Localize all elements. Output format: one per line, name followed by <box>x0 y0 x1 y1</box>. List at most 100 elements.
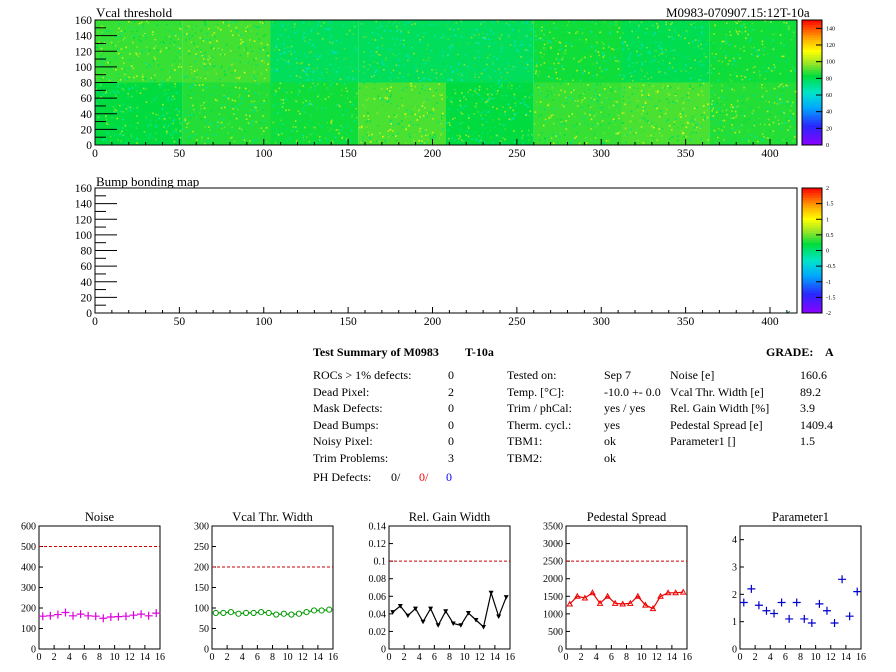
pixel-mark <box>196 76 198 78</box>
pixel-mark <box>448 137 450 140</box>
pixel-mark <box>730 34 732 36</box>
pixel-mark <box>459 136 462 138</box>
pixel-mark <box>447 129 449 131</box>
pixel-mark <box>736 75 738 78</box>
pixel-mark <box>590 55 592 58</box>
pixel-mark <box>670 23 672 26</box>
pixel-mark <box>520 137 523 140</box>
pixel-mark <box>782 85 785 88</box>
pixel-mark <box>705 43 707 46</box>
pixel-mark <box>262 130 265 132</box>
pixel-mark <box>645 104 648 106</box>
pixel-mark <box>565 29 568 31</box>
pixel-mark <box>726 40 728 43</box>
pixel-mark <box>218 109 220 111</box>
defect-label: Mask Defects: <box>313 401 383 415</box>
pixel-mark <box>725 98 728 101</box>
pixel-mark <box>654 105 657 107</box>
panel-rel-gain-width: Rel. Gain Width00.020.040.060.080.10.120… <box>369 510 516 663</box>
pixel-mark <box>250 29 253 32</box>
pixel-mark <box>718 60 720 62</box>
pixel-mark <box>564 52 566 55</box>
pixel-mark <box>791 118 794 121</box>
pixel-mark <box>312 104 314 106</box>
pixel-mark <box>535 62 538 64</box>
pixel-mark <box>322 126 325 128</box>
pixel-mark <box>124 83 127 85</box>
pixel-mark <box>388 21 390 23</box>
pixel-mark <box>739 44 741 46</box>
pixel-mark <box>522 98 525 100</box>
pixel-mark <box>562 70 564 73</box>
pixel-mark <box>243 139 246 141</box>
pixel-mark <box>615 104 617 107</box>
pixel-mark <box>742 95 744 97</box>
pixel-mark <box>300 37 303 39</box>
pixel-mark <box>753 94 756 97</box>
pixel-mark <box>281 100 283 102</box>
pixel-mark <box>360 141 363 144</box>
data-point <box>604 592 611 599</box>
pixel-mark <box>460 106 463 108</box>
pixel-mark <box>454 88 456 91</box>
pixel-mark <box>186 33 188 35</box>
pixel-mark <box>555 73 557 76</box>
x-tick-label: 6 <box>609 652 614 663</box>
pixel-mark <box>761 84 763 86</box>
pixel-mark <box>500 50 503 53</box>
pixel-mark <box>394 21 396 23</box>
pixel-mark <box>615 121 618 124</box>
pixel-mark <box>758 122 761 124</box>
pixel-mark <box>721 129 723 132</box>
pixel-mark <box>274 134 276 137</box>
pixel-mark <box>656 139 658 142</box>
pixel-mark <box>772 39 774 41</box>
pixel-mark <box>275 128 278 130</box>
pixel-mark <box>351 115 353 117</box>
pixel-mark <box>657 35 660 37</box>
pixel-mark <box>244 43 246 46</box>
pixel-mark <box>570 91 573 94</box>
pixel-mark <box>593 113 595 115</box>
pixel-mark <box>255 106 257 109</box>
pixel-mark <box>713 110 715 112</box>
x-tick-label: 300 <box>593 148 611 160</box>
pixel-mark <box>449 78 451 80</box>
pixel-mark <box>530 133 533 136</box>
pixel-mark <box>297 33 300 35</box>
pixel-mark <box>746 98 748 101</box>
pixel-mark <box>494 66 497 68</box>
pixel-mark <box>329 37 331 40</box>
pixel-mark <box>540 107 542 110</box>
pixel-mark <box>365 121 368 124</box>
pixel-mark <box>579 38 581 41</box>
pixel-mark <box>785 84 788 87</box>
pixel-mark <box>211 45 213 48</box>
pixel-mark <box>488 45 490 48</box>
pixel-mark <box>701 48 703 50</box>
pixel-mark <box>168 117 171 119</box>
pixel-mark <box>192 114 195 117</box>
pixel-mark <box>538 89 540 92</box>
pixel-mark <box>407 73 409 76</box>
pixel-mark <box>415 20 417 22</box>
pixel-mark <box>476 57 478 59</box>
pixel-mark <box>650 109 653 112</box>
pixel-mark <box>257 138 259 141</box>
pixel-mark <box>327 126 329 129</box>
pixel-mark <box>392 22 395 25</box>
pixel-mark <box>419 116 421 118</box>
pixel-mark <box>442 112 444 115</box>
pixel-mark <box>381 47 384 50</box>
pixel-mark <box>551 131 554 133</box>
pixel-mark <box>97 104 99 106</box>
result-label: Parameter1 [] <box>670 434 736 448</box>
pixel-mark <box>253 59 256 61</box>
colorbar-cell <box>802 288 822 291</box>
pixel-mark <box>280 58 283 60</box>
colorbar-cell <box>802 295 822 299</box>
pixel-mark <box>637 100 639 102</box>
pixel-mark <box>333 111 336 113</box>
colorbar-cell <box>802 112 822 116</box>
pixel-mark <box>726 34 729 37</box>
